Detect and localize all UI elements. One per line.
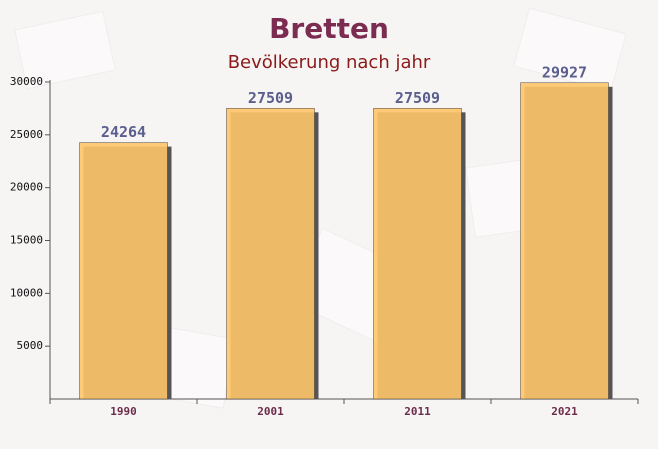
x-tick-label: 2011 <box>404 405 431 418</box>
y-tick-label: 15000 <box>10 234 43 247</box>
x-tick-label: 2001 <box>257 405 284 418</box>
y-tick-label: 30000 <box>10 75 43 88</box>
bar <box>79 142 168 400</box>
data-label: 27509 <box>248 89 293 107</box>
y-tick-label: 25000 <box>10 128 43 141</box>
chart-title: Bretten <box>269 12 389 45</box>
y-tick-label: 20000 <box>10 181 43 194</box>
bar <box>373 108 462 400</box>
x-tick-label: 1990 <box>110 405 137 418</box>
data-label: 24264 <box>101 123 146 141</box>
bar <box>520 82 609 400</box>
data-label: 27509 <box>395 89 440 107</box>
y-tick-label: 10000 <box>10 286 43 299</box>
y-tick-label: 5000 <box>17 339 44 352</box>
bar <box>226 108 315 400</box>
x-tick-label: 2021 <box>551 405 578 418</box>
chart-subtitle: Bevölkerung nach jahr <box>228 52 431 73</box>
data-label: 29927 <box>542 63 587 81</box>
